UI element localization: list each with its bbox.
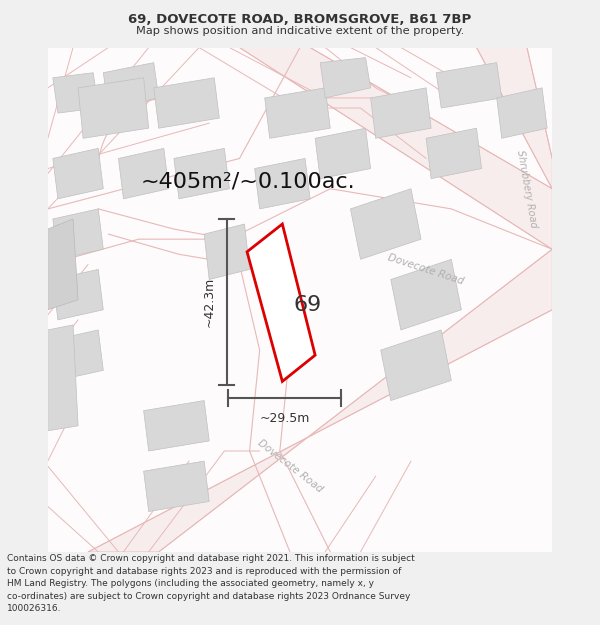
Polygon shape (204, 224, 250, 279)
Polygon shape (426, 128, 482, 179)
Text: Dovecote Road: Dovecote Road (387, 253, 466, 286)
Polygon shape (143, 401, 209, 451)
Text: co-ordinates) are subject to Crown copyright and database rights 2023 Ordnance S: co-ordinates) are subject to Crown copyr… (7, 592, 410, 601)
Polygon shape (53, 72, 98, 113)
Polygon shape (391, 259, 461, 330)
Polygon shape (88, 249, 552, 552)
Polygon shape (254, 159, 310, 209)
Text: ~42.3m: ~42.3m (203, 277, 216, 328)
Polygon shape (239, 48, 552, 249)
Polygon shape (350, 189, 421, 259)
Polygon shape (265, 88, 330, 138)
Polygon shape (174, 148, 229, 199)
Polygon shape (48, 325, 78, 431)
Text: 69, DOVECOTE ROAD, BROMSGROVE, B61 7BP: 69, DOVECOTE ROAD, BROMSGROVE, B61 7BP (128, 13, 472, 26)
Text: Dovecote Road: Dovecote Road (256, 438, 324, 494)
Polygon shape (143, 461, 209, 511)
Polygon shape (53, 148, 103, 199)
Polygon shape (118, 148, 169, 199)
Text: Contains OS data © Crown copyright and database right 2021. This information is : Contains OS data © Crown copyright and d… (7, 554, 415, 563)
Text: Shrubbery Road: Shrubbery Road (515, 149, 539, 228)
Polygon shape (497, 88, 547, 138)
Polygon shape (48, 219, 78, 310)
Polygon shape (53, 209, 103, 259)
Text: ~29.5m: ~29.5m (260, 412, 310, 425)
Polygon shape (48, 48, 552, 552)
Polygon shape (247, 224, 315, 381)
Polygon shape (381, 330, 451, 401)
Text: ~405m²/~0.100ac.: ~405m²/~0.100ac. (141, 171, 356, 191)
Text: Map shows position and indicative extent of the property.: Map shows position and indicative extent… (136, 26, 464, 36)
Text: 100026316.: 100026316. (7, 604, 62, 613)
Polygon shape (476, 48, 552, 189)
Polygon shape (154, 78, 220, 128)
Polygon shape (78, 78, 149, 138)
Text: to Crown copyright and database rights 2023 and is reproduced with the permissio: to Crown copyright and database rights 2… (7, 567, 401, 576)
Polygon shape (315, 128, 371, 179)
Text: HM Land Registry. The polygons (including the associated geometry, namely x, y: HM Land Registry. The polygons (includin… (7, 579, 374, 588)
Polygon shape (53, 330, 103, 381)
Text: 69: 69 (293, 295, 322, 315)
Polygon shape (53, 269, 103, 320)
Polygon shape (320, 58, 371, 98)
Polygon shape (436, 62, 502, 108)
Polygon shape (103, 62, 159, 108)
Polygon shape (371, 88, 431, 138)
